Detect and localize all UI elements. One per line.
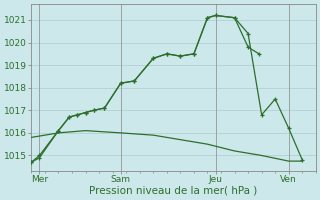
X-axis label: Pression niveau de la mer( hPa ): Pression niveau de la mer( hPa ) (90, 186, 258, 196)
